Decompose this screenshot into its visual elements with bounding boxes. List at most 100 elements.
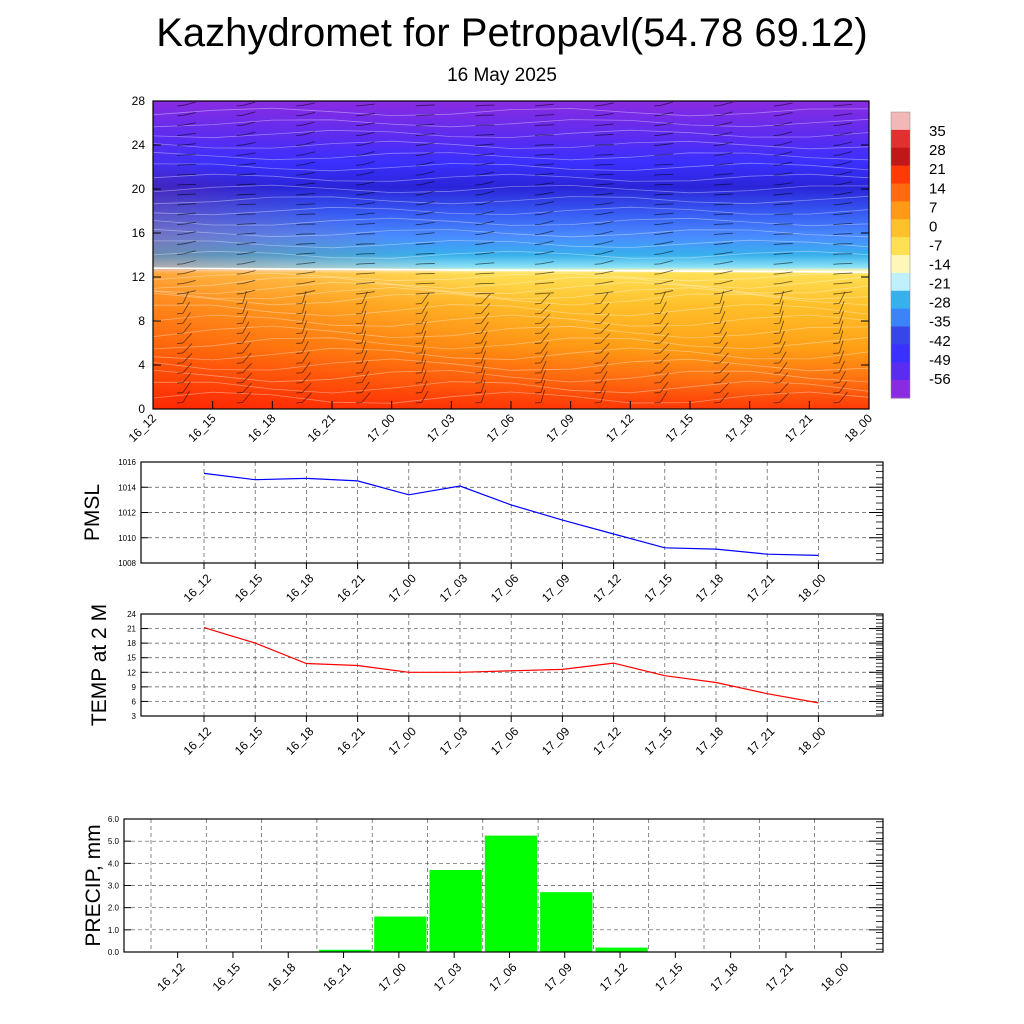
wind-barb — [176, 353, 193, 364]
wind-barb — [176, 269, 196, 275]
wind-barb — [833, 191, 853, 196]
wind-barb — [594, 280, 614, 285]
wind-barb — [296, 261, 316, 265]
wind-barb — [296, 252, 316, 255]
wind-barb — [475, 143, 495, 146]
wind-barb — [415, 292, 430, 305]
wind-barb — [236, 173, 256, 176]
wind-barb — [475, 210, 495, 216]
wind-barb — [475, 350, 487, 364]
wind-barb — [833, 291, 853, 295]
wind-barb — [833, 370, 846, 384]
x-tick-label: 17_21 — [763, 960, 797, 994]
y-axis-label: TEMP at 2 M — [88, 604, 111, 726]
wind-barb — [833, 181, 853, 186]
x-tick-label: 17_12 — [590, 724, 624, 758]
wind-barb — [355, 330, 367, 344]
heatmap-x-tick-label: 16_12 — [126, 411, 160, 445]
wind-barb — [176, 153, 197, 156]
plot-frame — [140, 613, 884, 717]
y-axis-label: PMSL — [81, 484, 104, 541]
colorbar-segment — [891, 165, 910, 184]
wind-barb — [534, 271, 554, 275]
wind-barb — [594, 164, 614, 166]
wind-barb — [355, 141, 375, 146]
wind-barb — [296, 151, 316, 156]
wind-barb — [415, 330, 427, 344]
wind-barb — [296, 242, 316, 245]
x-tick-label: 17_12 — [590, 571, 624, 605]
temperature-contour-line — [152, 276, 870, 289]
wind-barb — [296, 131, 316, 137]
wind-barb — [534, 240, 554, 245]
wind-barb — [594, 133, 614, 137]
y-tick-label: 1.0 — [108, 926, 120, 935]
wind-barb — [415, 301, 429, 315]
wind-barb — [713, 331, 728, 344]
wind-barb — [713, 392, 729, 404]
wind-barb — [654, 212, 674, 216]
wind-barb — [296, 203, 316, 206]
precip-bar — [318, 949, 372, 952]
wind-barb — [296, 351, 310, 364]
heatmap-y-tick-label: 4 — [138, 358, 145, 372]
wind-barb — [415, 282, 435, 285]
wind-barb — [415, 232, 435, 236]
wind-barb — [176, 193, 197, 196]
wind-barb — [534, 124, 555, 127]
colorbar-tick-label: -49 — [929, 352, 951, 369]
wind-barb — [594, 260, 614, 265]
wind-barb — [296, 362, 311, 374]
wind-barb — [833, 171, 853, 176]
x-tick-label: 16_21 — [334, 724, 368, 758]
wind-barb — [176, 343, 193, 354]
wind-barb — [355, 360, 369, 374]
wind-barb — [773, 213, 793, 216]
wind-barb — [296, 182, 316, 186]
wind-barb — [713, 300, 725, 315]
wind-barb — [654, 203, 674, 206]
heatmap-x-tick-label: 16_21 — [305, 411, 339, 445]
x-tick-label: 18_00 — [795, 724, 829, 758]
wind-barb — [415, 151, 435, 156]
wind-barb — [594, 291, 614, 295]
y-tick-label: 12 — [127, 668, 136, 677]
wind-barb — [236, 152, 256, 156]
wind-barb — [415, 390, 429, 404]
wind-barb — [713, 279, 733, 285]
wind-barb — [176, 333, 193, 344]
wind-barb — [355, 381, 370, 394]
wind-barb — [654, 381, 669, 394]
heatmap-x-tick-label: 16_18 — [245, 411, 279, 445]
wind-barb — [176, 173, 197, 176]
x-tick-label: 16_21 — [334, 571, 368, 605]
wind-barb — [713, 162, 733, 166]
x-tick-label: 17_06 — [488, 571, 522, 605]
colorbar-tick-label: -28 — [929, 295, 951, 312]
wind-barb — [355, 161, 375, 166]
heatmap-x-tick-label: 17_09 — [543, 411, 577, 445]
wind-barb — [773, 112, 793, 117]
heatmap-x-tick-label: 17_15 — [663, 411, 697, 445]
colorbar: 35 28 21 14 7 0 -7 -14 -21 -28 -35 -42 -49 -56 — [890, 111, 951, 399]
wind-barb — [594, 202, 614, 206]
wind-barb — [355, 262, 376, 265]
wind-barb — [355, 212, 375, 216]
temperature-contour-line — [152, 325, 870, 339]
wind-barb — [534, 332, 550, 344]
wind-barb — [475, 152, 495, 156]
colorbar-tick-label: -56 — [929, 371, 951, 388]
wind-barb — [355, 253, 376, 255]
wind-barb — [594, 154, 614, 156]
wind-barb — [355, 300, 368, 315]
wind-barb — [594, 183, 614, 186]
wind-barb — [534, 103, 554, 107]
wind-barb — [833, 350, 845, 364]
x-tick-label: 17_12 — [597, 960, 631, 994]
wind-barb — [296, 111, 316, 117]
wind-barb — [415, 360, 427, 374]
wind-barb — [594, 123, 614, 127]
wind-barb — [773, 262, 793, 265]
wind-barb — [475, 312, 490, 325]
